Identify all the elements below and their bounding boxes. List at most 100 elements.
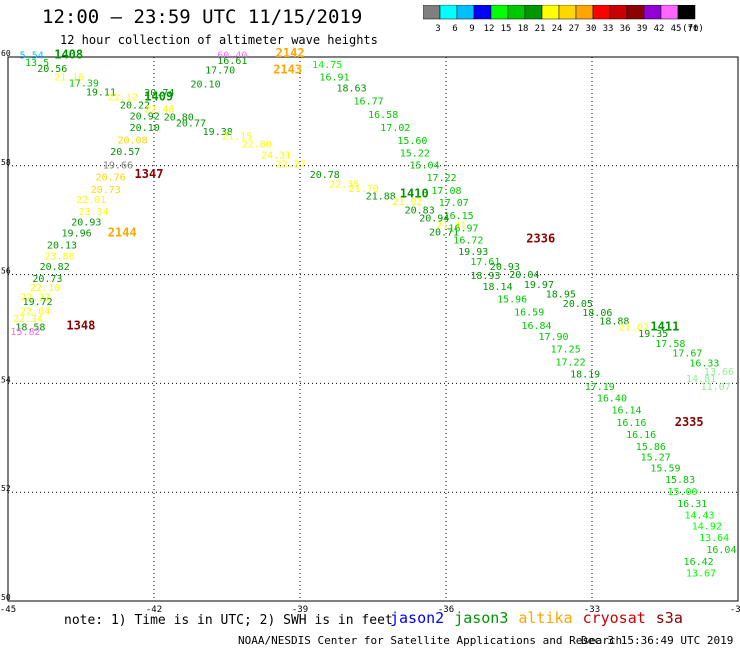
- wave-height-label: 20.73: [91, 185, 121, 196]
- wave-height-label: 15.27: [641, 453, 671, 464]
- colorbar-tick-label: 30: [586, 24, 597, 33]
- longitude-tick-label: -39: [292, 605, 308, 615]
- wave-height-label: 15.04: [410, 161, 440, 172]
- latitude-tick-label: 52: [1, 484, 11, 493]
- wave-height-label: 20.83: [405, 206, 435, 217]
- colorbar-tick-label: 24: [552, 24, 563, 33]
- wave-height-label: 19.72: [23, 297, 53, 308]
- wave-height-label: 21.92: [392, 197, 422, 208]
- wave-height-label: 16.61: [217, 56, 247, 67]
- wave-height-label: 16.84: [521, 321, 551, 332]
- wave-height-label: 16.59: [514, 307, 544, 318]
- latitude-tick-label: 56: [1, 267, 11, 276]
- wave-height-label: 15.86: [636, 442, 666, 453]
- longitude-tick-label: -30: [730, 605, 740, 615]
- wave-height-label: 20.94: [419, 213, 449, 224]
- wave-height-label: 20.77: [176, 119, 206, 130]
- wave-height-label: 16.58: [368, 110, 398, 121]
- legend-entry-jason2: jason2: [390, 609, 445, 627]
- wave-height-label: 22.04: [20, 306, 50, 317]
- pass-time-label: 2336: [526, 232, 555, 246]
- wave-height-label: 17.67: [672, 349, 702, 360]
- pass-time-label: 1410: [400, 186, 429, 200]
- page-subtitle: 12 hour collection of altimeter wave hei…: [60, 33, 378, 47]
- wave-height-label: 16.33: [689, 359, 719, 370]
- latitude-tick-label: 54: [1, 375, 11, 384]
- wave-height-label: 20.92: [130, 112, 160, 123]
- wave-height-label: 17.02: [380, 123, 410, 134]
- wave-height-label: 17.90: [538, 332, 568, 343]
- wave-height-label: 16.72: [453, 236, 483, 247]
- colorbar-tick-label: 15: [501, 24, 512, 33]
- wave-height-label: 17.08: [431, 186, 461, 197]
- wave-height-label: 22.01: [76, 195, 106, 206]
- wave-height-label: 19.96: [62, 229, 92, 240]
- pass-time-label: 2143: [273, 62, 302, 76]
- wave-height-label: 20.78: [310, 170, 340, 181]
- colorbar-tick-label: 9: [469, 24, 474, 33]
- colorbar-tick-label: 70: [688, 24, 699, 33]
- wave-height-label: 18.93: [470, 271, 500, 282]
- wave-height-label: 16.42: [684, 557, 714, 568]
- wave-height-label: 18.06: [582, 308, 612, 319]
- wave-height-label: 19.93: [458, 247, 488, 258]
- wave-height-label: 20.56: [37, 64, 67, 75]
- wave-height-label: 19.11: [86, 88, 116, 99]
- wave-height-label: 20.80: [164, 113, 194, 124]
- wave-height-label: 14.81: [686, 374, 716, 385]
- colorbar-swatch: [677, 5, 696, 20]
- wave-height-label: 15.83: [665, 475, 695, 486]
- wave-height-label: 18.19: [570, 369, 600, 380]
- wave-height-label: 22.10: [30, 283, 60, 294]
- color-scale: 3 6 9 12 15 18 21 24 27 30 33 36 39 42 45 70(ft): [423, 5, 704, 33]
- colorbar-tick-label: 27: [569, 24, 580, 33]
- colorbar-tick-label: 3: [435, 24, 440, 33]
- wave-height-label: 18.88: [599, 317, 629, 328]
- wave-height-label: 16.15: [444, 211, 474, 222]
- wave-height-label: 13.66: [704, 367, 734, 378]
- wave-height-label: 20.10: [130, 123, 160, 134]
- wave-height-label: 23.88: [45, 251, 75, 262]
- wave-height-label: 15.96: [497, 294, 527, 305]
- pass-time-label: 1409: [144, 90, 173, 104]
- colorbar-tick-label: 45: [671, 24, 682, 33]
- colorbar-tick-label: 39: [637, 24, 648, 33]
- wave-height-label: 20.93: [71, 218, 101, 229]
- colorbar-tick-label: 42: [654, 24, 665, 33]
- wave-height-label: 22.48: [144, 104, 174, 115]
- latitude-tick-label: 60: [1, 49, 11, 58]
- wave-height-label: 24.31: [261, 151, 291, 162]
- wave-height-label: 21.15: [222, 132, 252, 143]
- wave-height-label: 17.07: [439, 198, 469, 209]
- wave-height-label: 13.5: [25, 58, 49, 69]
- wave-height-label: 17.61: [470, 257, 500, 268]
- legend-entry-s3a: s3a: [655, 609, 683, 627]
- wave-height-label: 19.66: [103, 161, 133, 172]
- wave-height-label: 16.31: [677, 499, 707, 510]
- wave-height-label: 22.34: [13, 314, 43, 325]
- colorbar-tick-label: 36: [620, 24, 631, 33]
- wave-height-label: 20.05: [563, 299, 593, 310]
- wave-height-label: 20.22: [120, 101, 150, 112]
- wave-height-label: 19.97: [524, 280, 554, 291]
- pass-time-label: 1347: [135, 167, 164, 181]
- pass-time-label: 2142: [276, 46, 305, 60]
- wave-height-label: 16.14: [611, 405, 641, 416]
- wave-height-label: 19.38: [203, 127, 233, 138]
- colorbar-tick-label: 12: [484, 24, 495, 33]
- footnote: note: 1) Time is in UTC; 2) SWH is in fe…: [64, 613, 393, 628]
- wave-height-label: 16.16: [616, 418, 646, 429]
- pass-time-label: 1348: [66, 319, 95, 333]
- wave-height-label: 21.88: [366, 192, 396, 203]
- wave-height-label: 16.04: [706, 545, 736, 556]
- wave-height-label: 18.95: [546, 289, 576, 300]
- wave-height-label: 21.02: [619, 323, 649, 334]
- wave-height-label: 14.75: [312, 60, 342, 71]
- wave-height-label: 20.13: [47, 240, 77, 251]
- wave-height-label: 21.16: [54, 72, 84, 83]
- wave-height-label: 15.22: [400, 149, 430, 160]
- wave-height-label: 17.25: [551, 344, 581, 355]
- satellite-legend: jason2 jason3 altika cryosat s3a: [390, 609, 693, 627]
